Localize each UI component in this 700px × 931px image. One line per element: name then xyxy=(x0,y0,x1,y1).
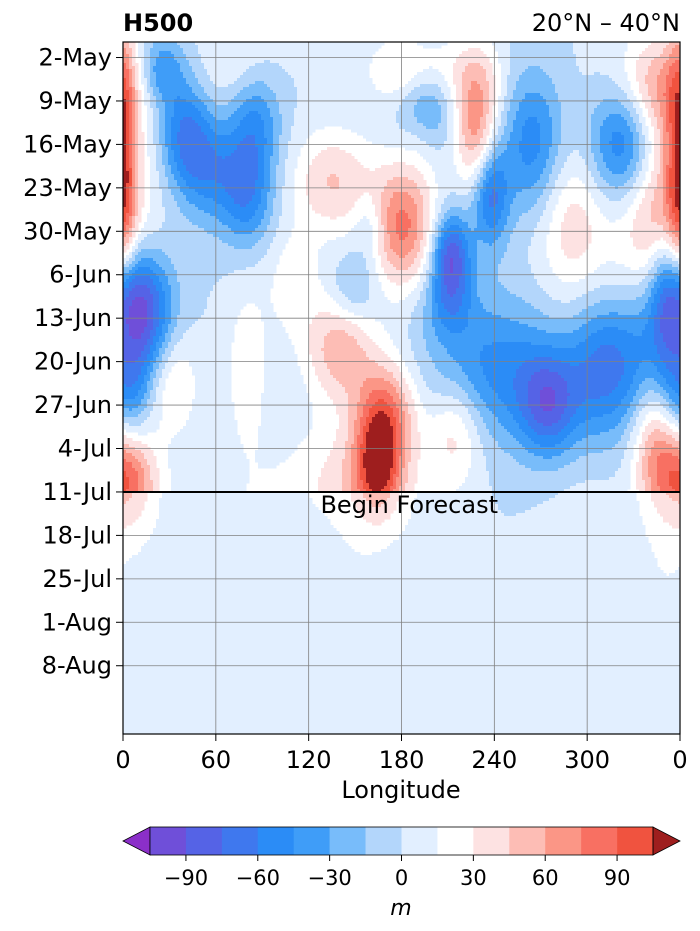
y-tick-label: 11-Jul xyxy=(43,478,113,506)
colorbar-tick-label: 90 xyxy=(604,866,631,890)
heatmap-field xyxy=(123,42,682,736)
colorbar-tick-label: −60 xyxy=(236,866,280,890)
x-tick-label: 300 xyxy=(564,746,610,774)
colorbar-bin xyxy=(509,827,545,855)
y-tick-label: 30-May xyxy=(23,217,112,245)
colorbar-bin xyxy=(258,827,294,855)
y-tick-label: 1-Aug xyxy=(42,608,112,636)
colorbar-bin xyxy=(473,827,509,855)
colorbar-bin xyxy=(437,827,473,855)
colorbar-bin xyxy=(294,827,330,855)
x-tick-label: 0 xyxy=(672,746,687,774)
colorbar-bin xyxy=(366,827,402,855)
y-tick-label: 18-Jul xyxy=(43,521,113,549)
colorbar-bin xyxy=(330,827,366,855)
colorbar-bin xyxy=(186,827,222,855)
y-tick-label: 16-May xyxy=(23,130,112,158)
colorbar-bin xyxy=(222,827,258,855)
x-tick-label: 0 xyxy=(115,746,130,774)
y-tick-label: 25-Jul xyxy=(43,565,113,593)
colorbar-bin xyxy=(545,827,581,855)
y-tick-label: 2-May xyxy=(38,44,112,72)
x-tick-label: 120 xyxy=(286,746,332,774)
y-tick-label: 27-Jun xyxy=(34,391,112,419)
title-right: 20°N – 40°N xyxy=(532,9,680,37)
x-tick-label: 240 xyxy=(471,746,517,774)
chart-svg: Begin Forecast 2-May 9-May 16-May 23-May 30-… xyxy=(0,0,700,931)
colorbar-bin xyxy=(150,827,186,855)
colorbar-bin xyxy=(617,827,653,855)
y-tick-label: 13-Jun xyxy=(34,304,112,332)
y-tick-label: 23-May xyxy=(23,174,112,202)
begin-forecast-label: Begin Forecast xyxy=(320,491,498,519)
colorbar-bin xyxy=(581,827,617,855)
colorbar-tick-label: 30 xyxy=(460,866,487,890)
y-tick-label: 20-Jun xyxy=(34,348,112,376)
y-tick-label: 6-Jun xyxy=(49,261,112,289)
colorbar-label: m xyxy=(390,896,411,921)
y-tick-label: 9-May xyxy=(38,87,112,115)
y-tick-label: 4-Jul xyxy=(58,435,112,463)
colorbar-tick-label: −90 xyxy=(164,866,208,890)
colorbar-bin xyxy=(402,827,438,855)
colorbar-tick-label: −30 xyxy=(307,866,351,890)
colorbar-tick-label: 60 xyxy=(532,866,559,890)
x-tick-label: 60 xyxy=(201,746,232,774)
title-left: H500 xyxy=(123,9,193,37)
colorbar-tick-label: 0 xyxy=(395,866,408,890)
y-tick-label: 8-Aug xyxy=(42,652,112,680)
x-tick-label: 180 xyxy=(379,746,425,774)
x-axis-label: Longitude xyxy=(341,776,460,804)
